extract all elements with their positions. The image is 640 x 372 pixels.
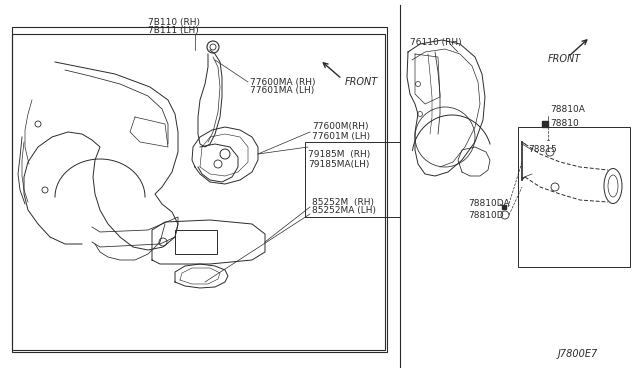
Text: 7B111 (LH): 7B111 (LH) xyxy=(148,26,199,35)
Text: 78810DA: 78810DA xyxy=(468,199,509,208)
Text: 77600M(RH): 77600M(RH) xyxy=(312,122,369,131)
Text: 78810A: 78810A xyxy=(550,106,585,115)
Text: 78810D: 78810D xyxy=(468,212,504,221)
Text: FRONT: FRONT xyxy=(345,77,378,87)
Bar xyxy=(305,142,400,217)
Text: 85252MA (LH): 85252MA (LH) xyxy=(312,206,376,215)
Bar xyxy=(518,127,630,267)
Text: 78810: 78810 xyxy=(550,119,579,128)
Text: 77600MA (RH): 77600MA (RH) xyxy=(250,77,316,87)
Bar xyxy=(12,34,385,350)
Text: J7800E7: J7800E7 xyxy=(558,349,598,359)
Text: 77601M (LH): 77601M (LH) xyxy=(312,131,370,141)
Text: 76110 (RH): 76110 (RH) xyxy=(410,38,461,46)
Text: 85252M  (RH): 85252M (RH) xyxy=(312,198,374,206)
Text: 7B110 (RH): 7B110 (RH) xyxy=(148,17,200,26)
Bar xyxy=(12,27,387,352)
Bar xyxy=(175,230,217,254)
Text: 78815: 78815 xyxy=(528,145,557,154)
Text: 77601MA (LH): 77601MA (LH) xyxy=(250,87,314,96)
Text: 79185MA(LH): 79185MA(LH) xyxy=(308,160,369,169)
Text: 79185M  (RH): 79185M (RH) xyxy=(308,150,371,158)
Text: FRONT: FRONT xyxy=(548,54,581,64)
